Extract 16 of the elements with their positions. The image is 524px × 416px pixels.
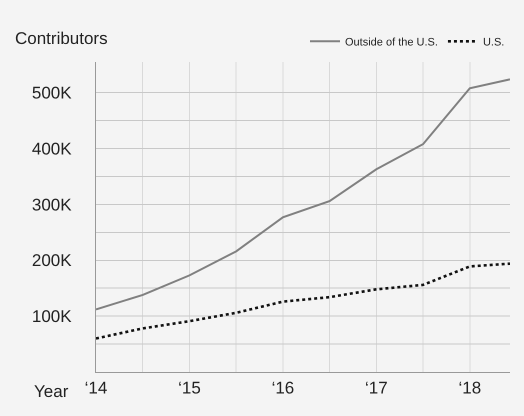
x-tick-label: ‘14 [84,378,108,398]
y-tick-label: 500K [32,84,72,103]
y-tick-label: 300K [32,195,72,214]
line-series [96,78,510,310]
y-axis-title: Contributors [15,29,108,48]
x-tick-label: ‘15 [178,378,201,398]
y-tick-label: 200K [32,251,72,270]
x-tick-label: ‘16 [272,378,294,398]
x-tick-label: ‘18 [458,378,482,398]
y-tick-label: 400K [32,140,72,159]
legend-label: Outside of the U.S. [345,36,438,49]
line-series [96,262,510,340]
legend-label: U.S. [482,36,504,49]
y-tick-label: 100K [32,307,72,326]
x-tick-label: ‘17 [365,378,388,398]
x-axis-title: Year [34,382,69,401]
